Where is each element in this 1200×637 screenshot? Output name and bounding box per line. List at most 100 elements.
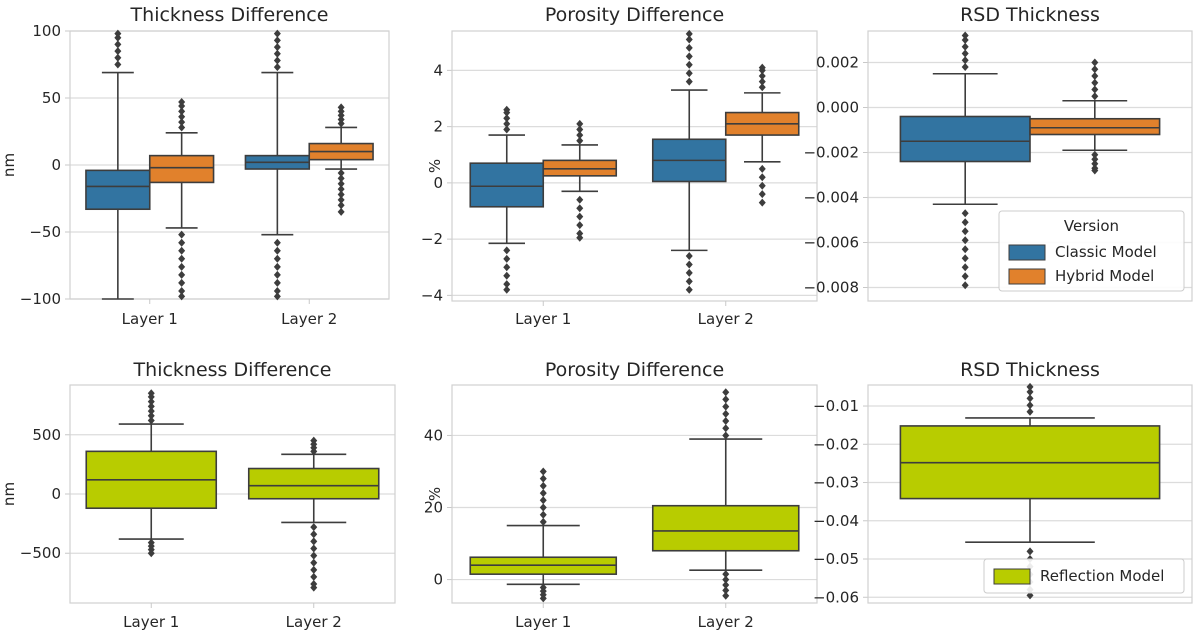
outlier-point <box>722 409 730 418</box>
legend-label: Classic Model <box>1055 243 1157 261</box>
outlier-point <box>273 29 281 38</box>
outlier-point <box>685 52 693 61</box>
panel-2: −4 −2 0 2 4 Porosity Difference% Layer 1 Layer … <box>421 4 818 328</box>
outlier-point <box>685 252 693 260</box>
outlier-point <box>178 238 186 247</box>
x-tick-label: Layer 1 <box>515 613 571 631</box>
outlier-point <box>178 292 186 301</box>
y-tick-label: −0.03 <box>813 474 859 492</box>
box-classic-model <box>899 31 1031 290</box>
outlier-point <box>178 112 186 121</box>
outlier-point <box>178 118 186 127</box>
outlier-point <box>1026 394 1034 403</box>
y-axis-label: nm <box>0 153 18 177</box>
outlier-point <box>539 510 547 519</box>
box-body <box>899 115 1031 163</box>
outlier-point <box>1026 407 1034 416</box>
outlier-point <box>961 49 969 58</box>
outlier-point <box>539 481 547 490</box>
outlier-point <box>758 72 766 80</box>
outlier-point <box>503 285 511 294</box>
panel-5: 0 20 40 Porosity Difference% Layer 1 Layer 2 <box>424 359 818 631</box>
outlier-point <box>685 260 693 269</box>
outlier-point <box>273 43 281 52</box>
outlier-point <box>576 136 584 145</box>
outlier-point <box>1091 58 1099 67</box>
y-tick-label: −50 <box>29 223 61 241</box>
outlier-point <box>722 424 730 433</box>
outlier-point <box>337 174 345 183</box>
legend-label: Hybrid Model <box>1055 267 1154 285</box>
plot-frame <box>867 30 1193 302</box>
outlier-point <box>961 263 969 272</box>
outlier-point <box>758 181 766 190</box>
box-body <box>148 154 215 184</box>
outlier-point <box>178 270 186 279</box>
outlier-point <box>147 416 155 425</box>
outlier-point <box>337 207 345 216</box>
outlier-point <box>961 31 969 40</box>
box-classic-model <box>651 29 727 294</box>
outlier-point <box>337 111 345 120</box>
outlier-point <box>337 201 345 210</box>
legend-swatch <box>1008 244 1046 261</box>
outlier-point <box>539 489 547 498</box>
y-tick-label: −0.006 <box>803 234 859 252</box>
y-tick-label: −2 <box>421 230 443 248</box>
outlier-point <box>337 190 345 199</box>
outlier-point <box>1091 65 1099 74</box>
outlier-point <box>539 496 547 505</box>
outlier-point <box>961 209 969 218</box>
panel-6: −0.06 −0.05 −0.04 −0.03 −0.02 −0.01 RSD Thickn… <box>813 359 1193 606</box>
outlier-point <box>722 395 730 404</box>
outlier-point <box>178 262 186 271</box>
box-hybrid-model <box>308 103 374 216</box>
outlier-point <box>310 551 318 560</box>
outlier-point <box>178 230 186 239</box>
x-tick-label: Layer 1 <box>123 613 179 631</box>
box-body <box>85 169 151 211</box>
outlier-point <box>310 530 318 539</box>
outlier-point <box>685 60 693 69</box>
outlier-point <box>1091 166 1099 175</box>
outlier-point <box>722 388 730 397</box>
outlier-point <box>178 286 186 295</box>
outlier-point <box>178 254 186 263</box>
plot-frame <box>451 30 818 302</box>
x-tick-label: Layer 2 <box>698 613 754 631</box>
outlier-point <box>722 586 730 595</box>
outlier-point <box>576 212 584 221</box>
y-tick-label: 50 <box>42 89 61 107</box>
outlier-point <box>147 407 155 416</box>
outlier-point <box>1091 92 1099 101</box>
box-hybrid-model <box>542 119 618 242</box>
outlier-point <box>685 35 693 44</box>
box-classic-model <box>469 105 545 294</box>
y-tick-label: 0 <box>51 485 61 503</box>
y-tick-label: −0.008 <box>803 279 859 297</box>
outlier-point <box>576 131 584 140</box>
outlier-point <box>337 185 345 194</box>
outlier-point <box>147 389 155 398</box>
outlier-point <box>722 570 730 579</box>
outlier-point <box>539 467 547 476</box>
y-axis-label: % <box>426 159 444 173</box>
x-tick-label: Layer 1 <box>122 310 178 328</box>
outlier-point <box>273 238 281 247</box>
plot-frame <box>69 30 390 300</box>
outlier-point <box>961 245 969 254</box>
outlier-point <box>1026 547 1034 556</box>
outlier-point <box>722 417 730 426</box>
outlier-point <box>114 60 122 69</box>
outlier-point <box>503 280 511 289</box>
outlier-point <box>114 29 122 38</box>
outlier-point <box>178 107 186 116</box>
x-tick-label: Layer 2 <box>281 310 337 328</box>
outlier-point <box>1091 72 1099 80</box>
chart-title: Porosity Difference <box>545 359 724 381</box>
outlier-point <box>722 591 730 600</box>
outlier-point <box>758 164 766 173</box>
outlier-point <box>961 281 969 290</box>
outlier-point <box>503 119 511 128</box>
